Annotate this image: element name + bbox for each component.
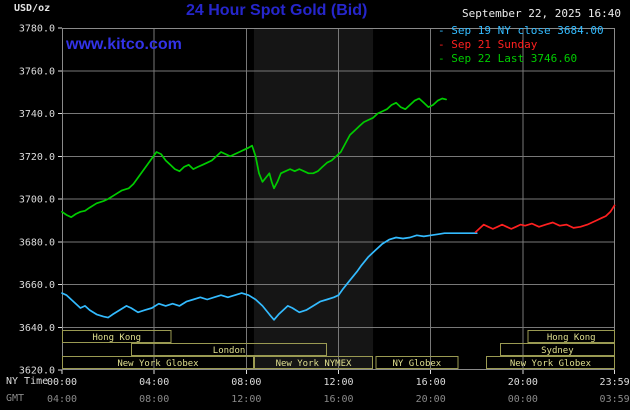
legend: - Sep 19 NY close 3684.00 - Sep 21 Sunda… — [438, 24, 604, 66]
datetime-label: September 22, 2025 16:40 — [462, 7, 621, 20]
legend-marker: - — [438, 38, 445, 51]
session-label: Hong Kong — [92, 333, 141, 343]
y-tick-label: 3680.0 — [19, 237, 55, 248]
legend-marker: - — [438, 24, 445, 37]
y-tick-label: 3700.0 — [19, 195, 55, 206]
legend-marker: - — [438, 52, 445, 65]
x-tick-label-ny: 20:00 — [508, 377, 538, 388]
session-label: New York Globex — [510, 359, 592, 369]
legend-label: Sep 19 NY close 3684.00 — [451, 24, 604, 37]
x-tick-label-gmt: 03:59 — [600, 394, 630, 405]
session-box — [499, 343, 615, 356]
legend-item-sep19: - Sep 19 NY close 3684.00 — [438, 24, 604, 38]
legend-label: Sep 21 Sunday — [451, 38, 538, 51]
session-label: NY Globex — [392, 359, 441, 369]
session-box — [253, 356, 374, 369]
session-box — [485, 356, 616, 369]
x-tick-label-ny: 08:00 — [231, 377, 261, 388]
y-axis-units-label: USD/oz — [14, 3, 51, 14]
x-tick-label-ny: 16:00 — [416, 377, 446, 388]
y-tick-label: 3720.0 — [19, 152, 55, 163]
kitco-watermark-link[interactable]: www.kitco.com — [66, 36, 182, 53]
legend-item-sep22: - Sep 22 Last 3746.60 — [438, 52, 604, 66]
y-tick-label: 3660.0 — [19, 280, 55, 291]
session-box — [62, 356, 254, 369]
series-line-sep-19-ny-close-3684.00 — [61, 232, 478, 321]
x-tick-label-gmt: 08:00 — [139, 394, 169, 405]
x-tick-label-gmt: 04:00 — [47, 394, 77, 405]
x-tick-label-ny: 23:59 — [600, 377, 630, 388]
series-line-sep-22-last-3746.60 — [61, 97, 447, 219]
session-box — [527, 330, 615, 343]
plot-border — [62, 28, 615, 370]
session-label: New York Globex — [117, 359, 199, 369]
x-axis-gmt-label: GMT — [6, 393, 25, 404]
session-label: Hong Kong — [547, 333, 596, 343]
series-line-sep-21-sunday — [474, 204, 616, 233]
x-tick-label-gmt: 00:00 — [508, 394, 538, 405]
session-box — [62, 330, 172, 343]
chart-title: 24 Hour Spot Gold (Bid) — [186, 2, 368, 19]
y-tick-label: 3620.0 — [19, 366, 55, 377]
y-tick-label: 3760.0 — [19, 66, 55, 77]
x-tick-label-ny: 04:00 — [139, 377, 169, 388]
session-box — [131, 343, 327, 356]
x-axis-ny-label: NY Time — [6, 376, 49, 387]
session-label: New York NYMEX — [276, 359, 352, 369]
x-tick-label-ny: 00:00 — [47, 377, 77, 388]
legend-label: Sep 22 Last 3746.60 — [451, 52, 578, 65]
x-tick-label-gmt: 12:00 — [231, 394, 261, 405]
y-tick-label: 3640.0 — [19, 323, 55, 334]
y-tick-label: 3740.0 — [19, 109, 55, 120]
session-box — [375, 356, 459, 369]
y-tick-label: 3780.0 — [19, 24, 55, 35]
legend-item-sep21: - Sep 21 Sunday — [438, 38, 604, 52]
x-tick-label-ny: 12:00 — [323, 377, 353, 388]
session-label: Sydney — [541, 346, 574, 356]
x-tick-label-gmt: 16:00 — [323, 394, 353, 405]
session-label: London — [213, 346, 246, 356]
x-tick-label-gmt: 20:00 — [416, 394, 446, 405]
